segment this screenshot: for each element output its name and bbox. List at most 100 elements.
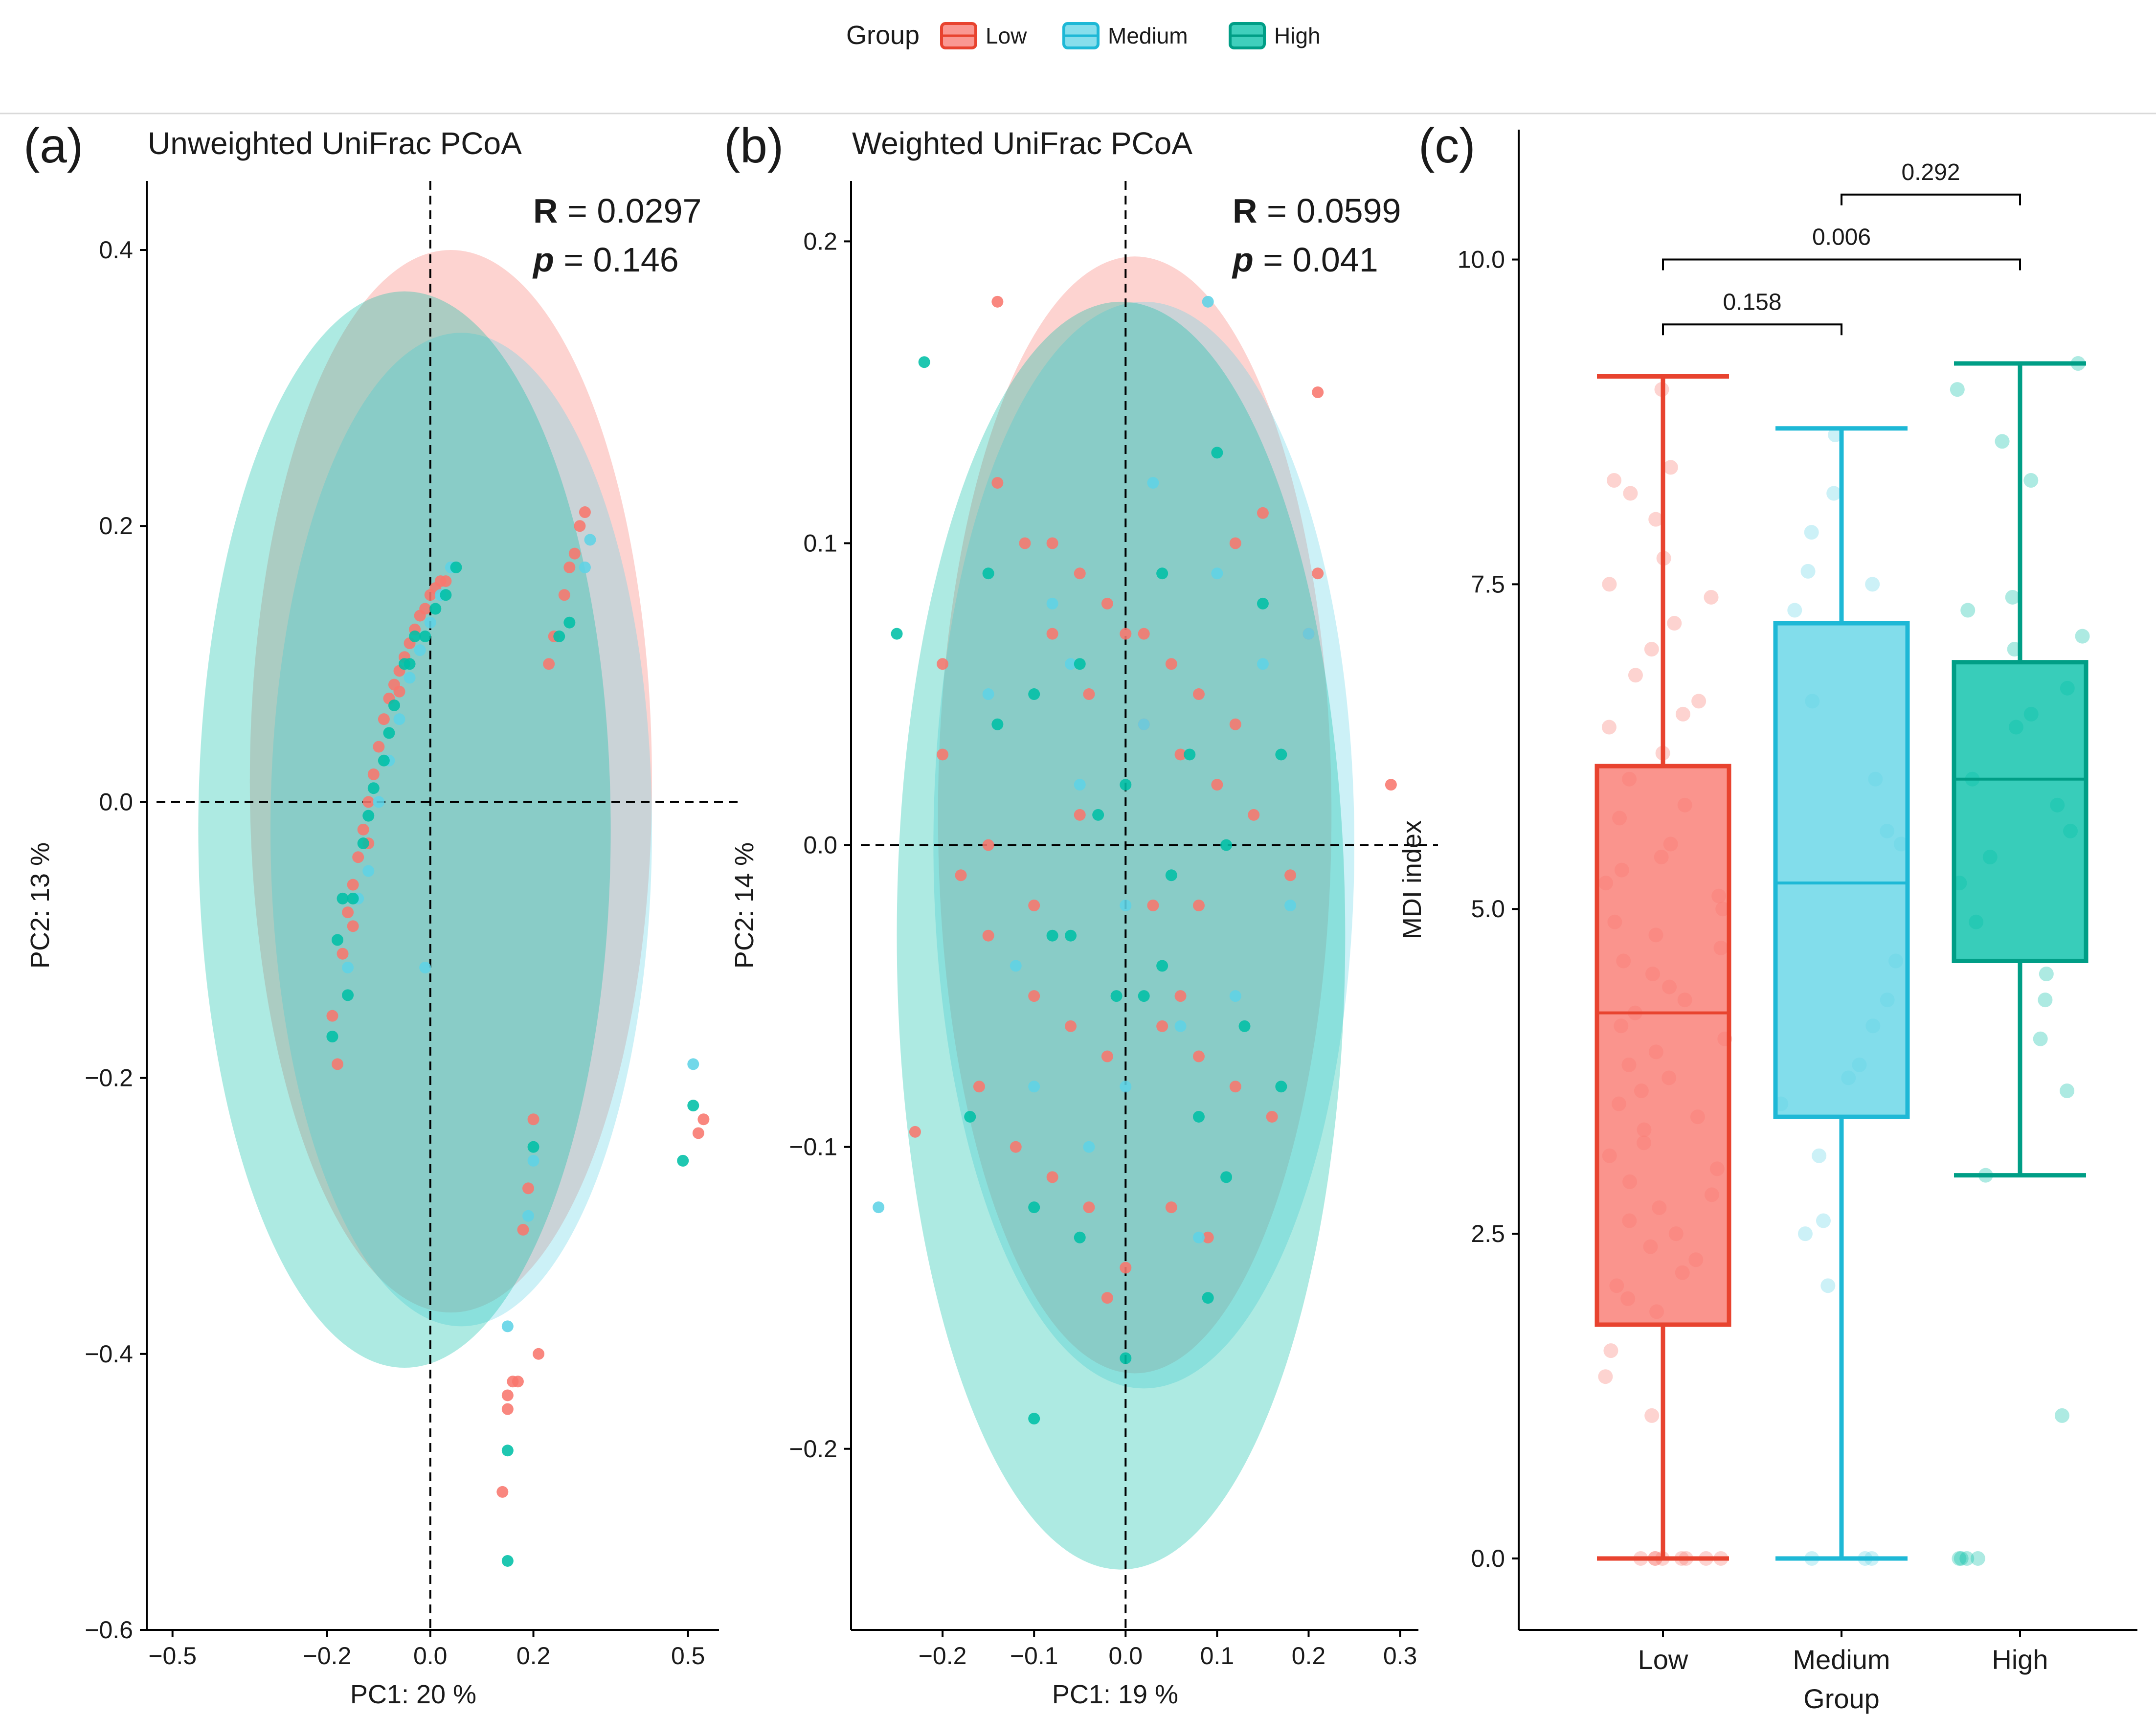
x-tick-label: −0.2 [919,1642,967,1670]
jitter-point [2033,1031,2048,1046]
point-high [342,989,354,1001]
x-tick-label: High [1992,1644,2048,1675]
point-low [1147,900,1159,911]
point-medium [1147,477,1159,489]
point-low [1266,1110,1278,1123]
jitter-point [1787,603,1802,618]
point-high [429,603,442,615]
point-medium [1120,900,1132,911]
jitter-point [1598,1369,1613,1384]
point-low [1312,567,1324,580]
point-high [1046,929,1058,942]
point-low [1138,628,1150,640]
point-low [1074,809,1086,821]
point-high [687,1100,699,1112]
legend-key-medium: Medium [1062,22,1188,49]
point-medium [1192,1231,1205,1243]
ellipse-low [249,250,652,1313]
point-low [1120,628,1132,640]
point-medium [404,672,416,684]
x-tick-label: Medium [1793,1644,1890,1675]
jitter-point [1601,720,1617,735]
point-low [332,1058,343,1070]
jitter-point [1960,603,1976,618]
point-low [1083,1201,1095,1214]
point-low [697,1113,710,1126]
point-low [568,547,581,560]
point-high [1156,960,1168,972]
point-low [1074,567,1086,580]
point-low [1174,990,1187,1002]
jitter-point [2060,1084,2075,1099]
point-high [332,934,343,946]
point-low [558,589,570,601]
y-tick-label: 0.0 [803,832,837,859]
jitter-point [2054,1408,2069,1423]
point-low [1284,869,1297,881]
jitter-point [1970,1551,1985,1566]
data-points [326,506,710,1567]
point-low [543,658,555,670]
point-low [533,1348,545,1360]
point-low [362,796,375,808]
point-medium [1257,658,1269,670]
point-high [1202,1292,1214,1304]
point-high [1165,869,1177,881]
point-low [955,869,967,881]
point-low [440,575,452,587]
point-low [1229,1081,1241,1093]
x-tick-label: 0.2 [517,1642,551,1670]
point-medium [1046,597,1058,610]
point-low [501,1403,514,1415]
legend-key-high: High [1229,22,1321,49]
point-low [1065,1020,1077,1032]
bracket-line [1662,258,2021,271]
point-high [404,658,416,670]
y-tick-label: −0.1 [789,1133,837,1161]
point-low [347,920,359,932]
jitter-point [1644,642,1659,657]
point-low [1229,718,1241,730]
point-high [918,356,930,368]
ellipse-low [938,256,1332,1374]
point-low [982,929,994,942]
x-axis-title: PC1: 20 % [350,1680,476,1709]
x-tick-label: 0.2 [1292,1642,1326,1670]
point-low [1046,1171,1058,1183]
panel-label-c: (c) [1418,118,1476,173]
jitter-point [1667,616,1682,631]
point-low [991,295,1004,308]
point-low [1202,1231,1214,1243]
y-axis-title: PC2: 14 % [730,842,759,969]
legend-label-medium: Medium [1108,23,1188,48]
legend-label-low: Low [986,23,1027,48]
point-low [563,561,576,573]
point-medium [1229,990,1241,1002]
point-low [1192,900,1205,911]
point-high [347,892,359,904]
point-low [1101,597,1113,610]
point-low [373,741,385,753]
point-medium [393,713,405,725]
point-high [1120,1352,1132,1364]
point-high [1110,990,1123,1002]
confidence-ellipses [198,250,652,1368]
jitter-point [1675,706,1690,722]
point-low [937,658,949,670]
point-medium [1010,960,1022,972]
legend-key-low: Low [940,22,1027,49]
point-high [1275,748,1287,761]
point-high [1028,1413,1040,1425]
point-high [501,1555,514,1567]
point-medium [419,961,431,973]
point-medium [584,534,596,546]
point-low [1120,1262,1132,1274]
y-tick-label: 7.5 [1471,570,1505,598]
point-high [383,727,395,739]
point-high [1257,597,1269,610]
point-high [1156,567,1168,580]
y-axis-title: MDI index [1397,820,1427,939]
point-low [357,823,369,835]
jitter-point [1691,694,1707,709]
point-low [1028,990,1040,1002]
